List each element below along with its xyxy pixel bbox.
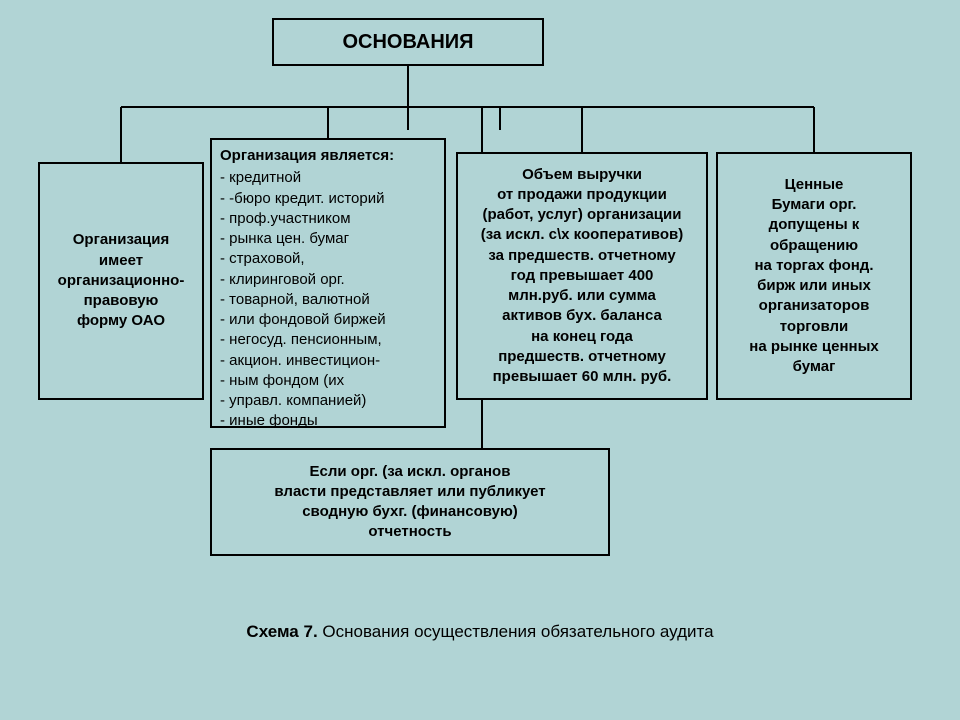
caption-rest: Основания осуществления обязательного ау… xyxy=(318,622,714,641)
list-item: негосуд. пенсионным, xyxy=(220,330,394,350)
list-item: -бюро кредит. историй xyxy=(220,189,394,209)
node-if-org: Если орг. (за искл. органов власти предс… xyxy=(210,448,610,556)
list-item: товарной, валютной xyxy=(220,290,394,310)
node-org-is-body: Организация является: кредитной -бюро кр… xyxy=(220,146,394,432)
list-item: клиринговой орг. xyxy=(220,270,394,290)
list-item: акцион. инвестицион- xyxy=(220,351,394,371)
node-securities: Ценные Бумаги орг. допущены к обращению … xyxy=(716,152,912,400)
list-item: кредитной xyxy=(220,168,394,188)
node-org-is-header: Организация является: xyxy=(220,146,394,166)
list-item: ным фондом (их xyxy=(220,371,394,391)
list-item: или фондовой биржей xyxy=(220,310,394,330)
caption-bold: Схема 7. xyxy=(246,622,317,641)
node-if-org-text: Если орг. (за искл. органов власти предс… xyxy=(274,462,545,543)
list-item: страховой, xyxy=(220,249,394,269)
root-label: ОСНОВАНИЯ xyxy=(342,31,473,54)
node-org-is: Организация является: кредитной -бюро кр… xyxy=(210,138,446,428)
node-org-is-list: кредитной -бюро кредит. историй проф.уча… xyxy=(220,168,394,411)
node-securities-text: Ценные Бумаги орг. допущены к обращению … xyxy=(749,175,878,378)
figure-caption: Схема 7. Основания осуществления обязате… xyxy=(0,622,960,642)
root-box: ОСНОВАНИЯ xyxy=(272,18,544,66)
node-org-is-tail: - иные фонды xyxy=(220,411,394,431)
list-item: рынка цен. бумаг xyxy=(220,229,394,249)
node-revenue-text: Объем выручки от продажи продукции (рабо… xyxy=(481,165,683,388)
node-oao-text: Организация имеет организационно- правов… xyxy=(58,230,185,331)
node-oao: Организация имеет организационно- правов… xyxy=(38,162,204,400)
list-item: проф.участником xyxy=(220,209,394,229)
node-revenue: Объем выручки от продажи продукции (рабо… xyxy=(456,152,708,400)
list-item: управл. компанией) xyxy=(220,391,394,411)
